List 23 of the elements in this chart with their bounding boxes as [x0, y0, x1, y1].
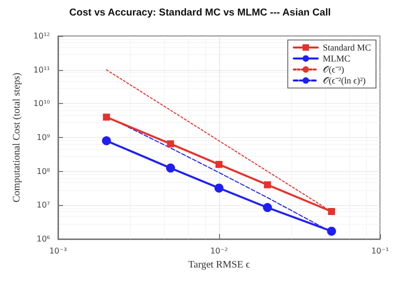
y-tick-label: 10⁶ — [36, 234, 50, 244]
legend-label: Standard MC — [322, 42, 371, 52]
point — [216, 160, 222, 168]
legend-label: 𝒪(ϵ⁻²(ln ϵ)²) — [322, 76, 366, 86]
point — [102, 136, 111, 146]
y-tick-label: 10¹¹ — [33, 65, 50, 74]
point — [214, 184, 224, 193]
legend-label: 𝒪(ϵ⁻³) — [322, 64, 344, 74]
y-tick-label: 10⁷ — [36, 200, 50, 210]
chart-title: Cost vs Accuracy: Standard MC vs MLMC --- Asian Call — [69, 8, 331, 18]
legend-label: MLMC — [322, 54, 350, 64]
y-tick-label: 10¹⁰ — [33, 99, 50, 108]
x-tick-label: 10⁻² — [210, 246, 228, 256]
point — [102, 114, 110, 121]
y-tick-label: 10⁸ — [36, 166, 50, 176]
x-axis-title: Target RMSE ϵ — [188, 259, 250, 270]
x-tick-label: 10⁻¹ — [371, 246, 389, 256]
point — [328, 208, 336, 215]
y-axis-title: Computational Cost (total steps) — [12, 72, 22, 202]
y-tick-label: 10⁹ — [36, 133, 50, 142]
y-tick-label: 10¹² — [33, 32, 50, 40]
x-tick-label: 10⁻³ — [49, 246, 67, 256]
point — [327, 226, 336, 236]
